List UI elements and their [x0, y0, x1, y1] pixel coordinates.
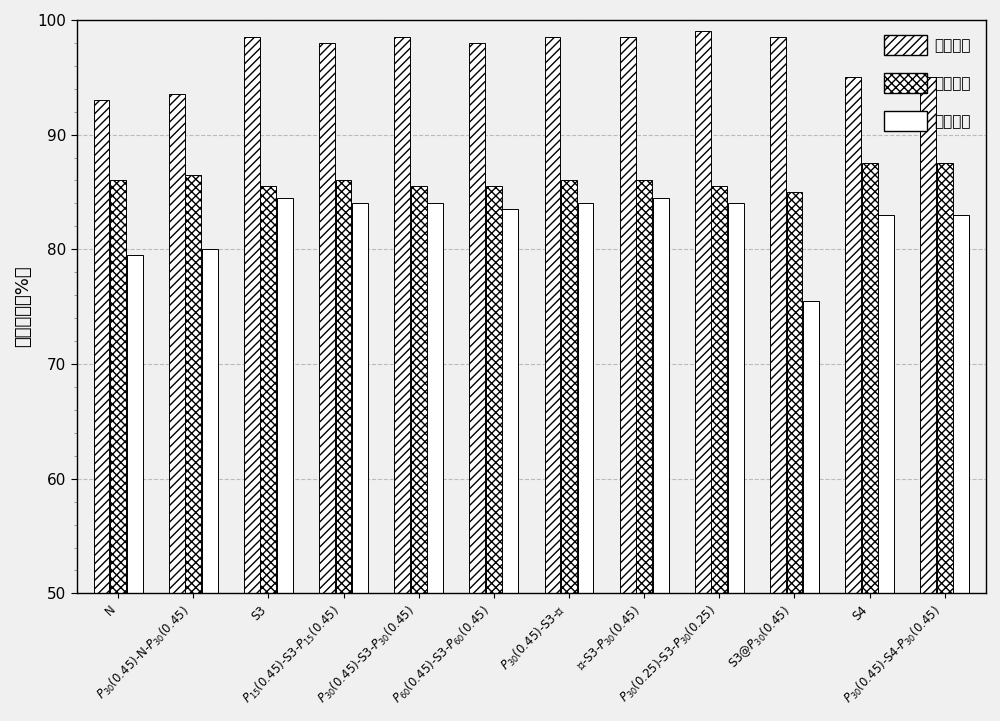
Bar	[711, 186, 727, 593]
Bar	[787, 192, 802, 593]
Bar	[545, 37, 560, 593]
Bar	[411, 186, 427, 593]
Bar	[352, 203, 368, 593]
Bar	[260, 186, 276, 593]
Bar	[394, 37, 410, 593]
Bar	[110, 180, 126, 593]
Bar	[127, 255, 143, 593]
Bar	[277, 198, 293, 593]
Legend: 电流效率, 电压效率, 能量效率: 电流效率, 电压效率, 能量效率	[876, 27, 978, 138]
Bar	[878, 215, 894, 593]
Bar	[803, 301, 819, 593]
Bar	[937, 163, 953, 593]
Bar	[185, 174, 201, 593]
Bar	[653, 198, 669, 593]
Bar	[695, 31, 711, 593]
Bar	[469, 43, 485, 593]
Bar	[427, 203, 443, 593]
Bar	[620, 37, 636, 593]
Bar	[728, 203, 744, 593]
Bar	[319, 43, 335, 593]
Bar	[244, 37, 260, 593]
Y-axis label: 电池效率（%）: 电池效率（%）	[14, 266, 32, 348]
Bar	[845, 77, 861, 593]
Bar	[486, 186, 502, 593]
Bar	[578, 203, 593, 593]
Bar	[336, 180, 351, 593]
Bar	[862, 163, 878, 593]
Bar	[502, 209, 518, 593]
Bar	[202, 249, 218, 593]
Bar	[169, 94, 185, 593]
Bar	[94, 100, 109, 593]
Bar	[636, 180, 652, 593]
Bar	[920, 77, 936, 593]
Bar	[953, 215, 969, 593]
Bar	[770, 37, 786, 593]
Bar	[561, 180, 577, 593]
